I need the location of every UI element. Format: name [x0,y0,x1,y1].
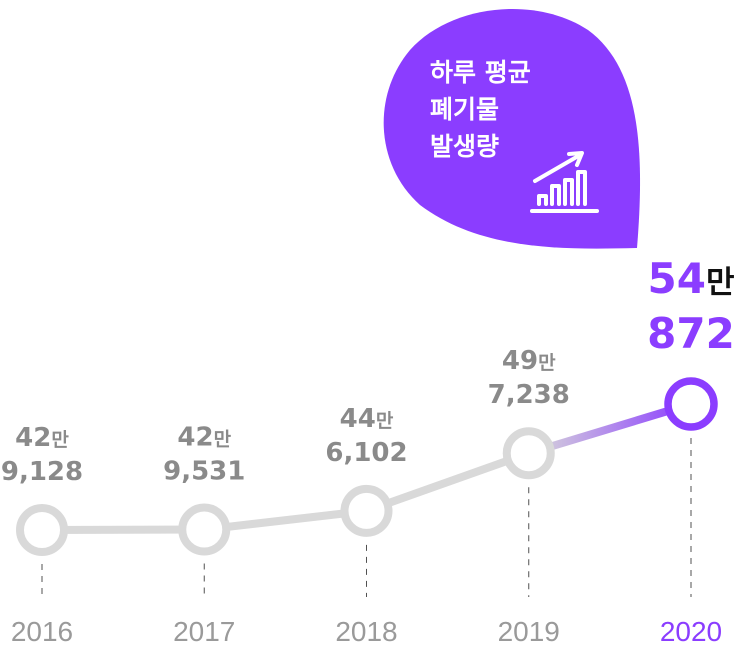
bubble-title-line-3: 발생량 [430,132,499,161]
bubble-title-line-2: 폐기물 [430,95,499,124]
value-label-top-2020: 54만 [648,254,735,303]
value-label-bottom-2018: 6,102 [325,438,407,468]
value-label-top-2018: 44만 [340,404,394,434]
value-label-top-2017: 42만 [177,423,231,453]
value-label-top-2016: 42만 [15,423,69,453]
year-label-2018: 2018 [335,616,397,647]
data-point-2020 [664,377,718,431]
value-label-bottom-2020: 872 [647,309,735,358]
rising-bar-chart-icon [530,151,599,213]
year-label-2020: 2020 [660,616,722,647]
bubble-title-line-1: 하루 평균 [430,58,531,87]
value-label-bottom-2019: 7,238 [488,380,570,410]
data-point-2016 [16,504,68,556]
value-label-top-2019: 49만 [502,346,556,376]
year-label-2019: 2019 [498,616,560,647]
line-segment-2019-2020 [524,400,695,458]
data-point-2019 [502,427,555,480]
year-label-2016: 2016 [11,616,73,647]
line-segment-2018-2019 [362,449,533,515]
value-label-bottom-2017: 9,531 [163,457,245,487]
year-label-2017: 2017 [173,616,235,647]
title-bubble [383,8,641,249]
data-point-2017 [178,503,231,556]
line-segment-2017-2018 [200,506,371,534]
value-label-bottom-2016: 9,128 [1,457,83,487]
data-point-2018 [340,484,393,537]
